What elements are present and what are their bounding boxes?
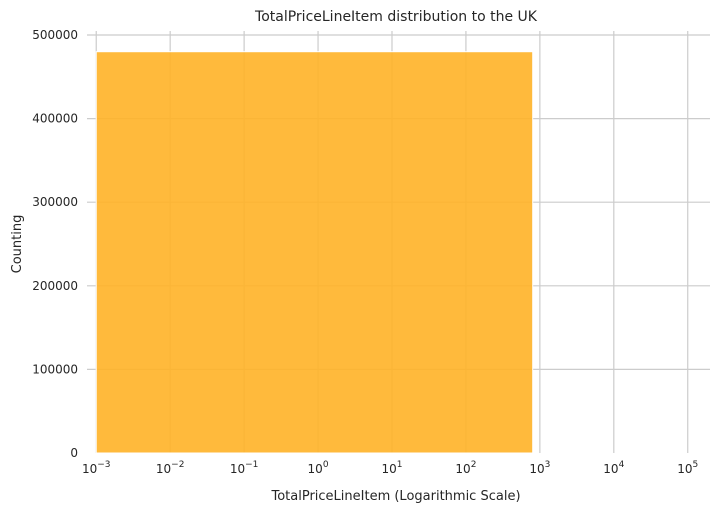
x-tick-base: 10 xyxy=(308,462,323,476)
x-tick-base: 10 xyxy=(603,462,618,476)
y-tick-label: 200000 xyxy=(32,279,78,293)
x-tick-exponent: 1 xyxy=(397,460,403,470)
x-tick-exponent: 5 xyxy=(693,460,699,470)
y-axis-title: Counting xyxy=(10,215,25,274)
x-tick-label: 105 xyxy=(677,460,698,476)
x-tick-base: 10 xyxy=(82,462,97,476)
x-tick-base: 10 xyxy=(455,462,470,476)
x-tick-exponent: −1 xyxy=(245,460,258,470)
x-tick-exponent: 2 xyxy=(471,460,477,470)
x-tick-base: 10 xyxy=(230,462,245,476)
x-tick-base: 10 xyxy=(381,462,396,476)
y-tick-label: 0 xyxy=(70,446,78,460)
y-tick-label: 500000 xyxy=(32,28,78,42)
x-tick-exponent: 4 xyxy=(619,460,625,470)
y-tick-label: 100000 xyxy=(32,362,78,376)
y-tick-label: 300000 xyxy=(32,195,78,209)
y-tick-label: 400000 xyxy=(32,112,78,126)
chart-title: TotalPriceLineItem distribution to the U… xyxy=(254,9,538,25)
x-tick-exponent: −2 xyxy=(171,460,184,470)
x-tick-label: 104 xyxy=(603,460,624,476)
x-tick-exponent: 3 xyxy=(545,460,551,470)
x-tick-exponent: 0 xyxy=(323,460,329,470)
x-tick-label: 10−2 xyxy=(156,460,185,476)
x-tick-label: 10−3 xyxy=(82,460,111,476)
x-tick-label: 100 xyxy=(308,460,329,476)
x-axis-ticks: 10−3 10−2 10−1 100 101 102 103 104 105 xyxy=(82,460,698,476)
x-tick-base: 10 xyxy=(677,462,692,476)
x-axis-title: TotalPriceLineItem (Logarithmic Scale) xyxy=(270,489,520,504)
x-tick-label: 103 xyxy=(529,460,550,476)
x-tick-base: 10 xyxy=(156,462,171,476)
x-tick-exponent: −3 xyxy=(97,460,110,470)
histogram-bar xyxy=(95,51,534,454)
x-tick-label: 101 xyxy=(381,460,402,476)
x-tick-label: 10−1 xyxy=(230,460,259,476)
x-tick-label: 102 xyxy=(455,460,476,476)
x-tick-base: 10 xyxy=(529,462,544,476)
histogram-bars xyxy=(95,51,534,454)
y-axis-ticks: 0 100000 200000 300000 400000 500000 xyxy=(32,28,78,460)
